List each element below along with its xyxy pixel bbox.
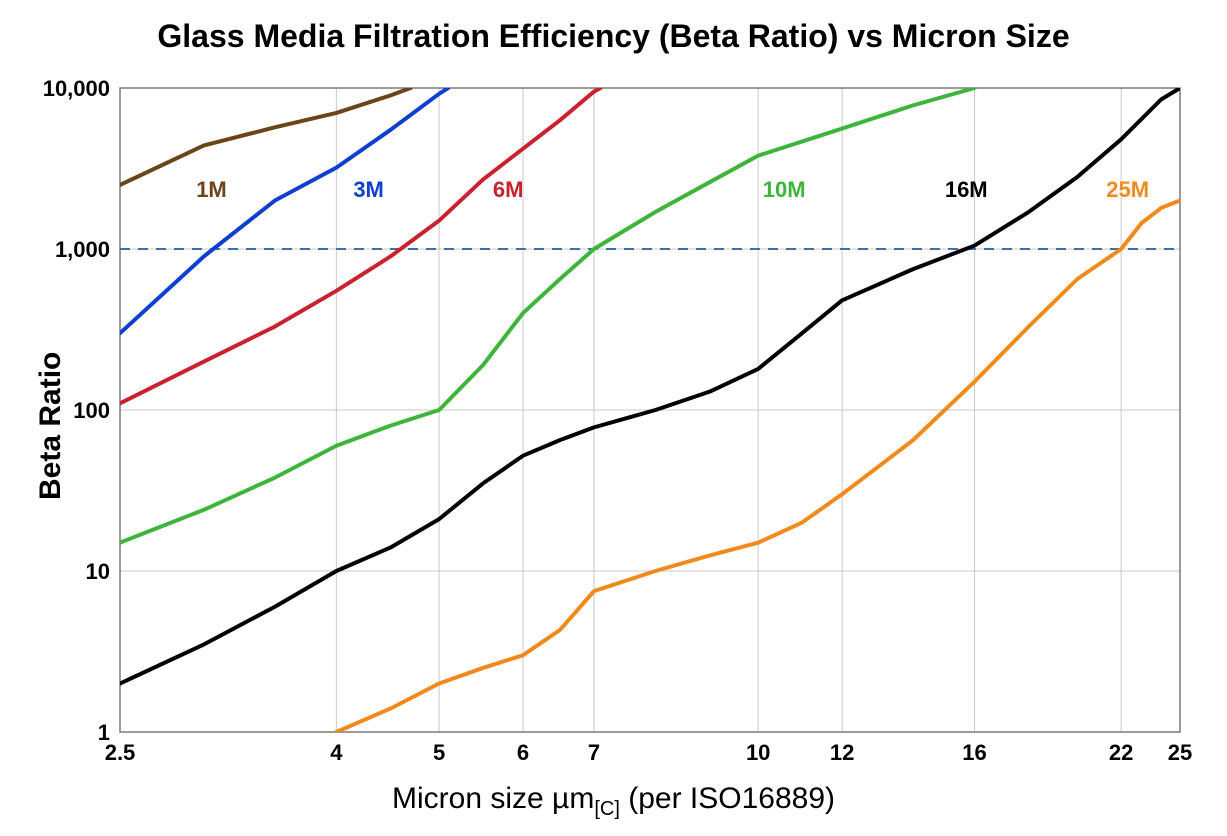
x-tick-label: 22 <box>1109 740 1133 765</box>
series-labels-layer: 1M 3M 6M 10M 16M 25M <box>196 177 1149 202</box>
x-tick-label: 10 <box>746 740 770 765</box>
series-label-1M: 1M <box>196 177 227 202</box>
series-label-10M: 10M <box>763 177 806 202</box>
series-label-16M: 16M <box>945 177 988 202</box>
x-tick-label: 5 <box>433 740 445 765</box>
y-tick-label: 1 <box>98 720 110 745</box>
x-tick-label: 7 <box>588 740 600 765</box>
series-label-25M: 25M <box>1106 177 1149 202</box>
x-tick-label: 6 <box>517 740 529 765</box>
x-tick-label: 16 <box>962 740 986 765</box>
x-tick-label: 12 <box>830 740 854 765</box>
y-tick-label: 10 <box>86 559 110 584</box>
y-tick-label: 100 <box>73 398 110 423</box>
plot-svg: 1M3M6M10M16M25M 2.5456710121622251101001… <box>0 0 1227 836</box>
series-line-6M <box>120 88 601 403</box>
series-label-3M: 3M <box>353 177 384 202</box>
series-line-10M <box>120 88 975 543</box>
x-tick-label: 4 <box>330 740 343 765</box>
series-line-16M <box>120 88 1180 684</box>
y-tick-label: 10,000 <box>43 76 110 101</box>
chart-container: Glass Media Filtration Efficiency (Beta … <box>0 0 1227 836</box>
series-line-1M <box>120 88 411 185</box>
x-tick-label: 25 <box>1168 740 1192 765</box>
series-label-6M: 6M <box>493 177 524 202</box>
y-tick-label: 1,000 <box>55 237 110 262</box>
